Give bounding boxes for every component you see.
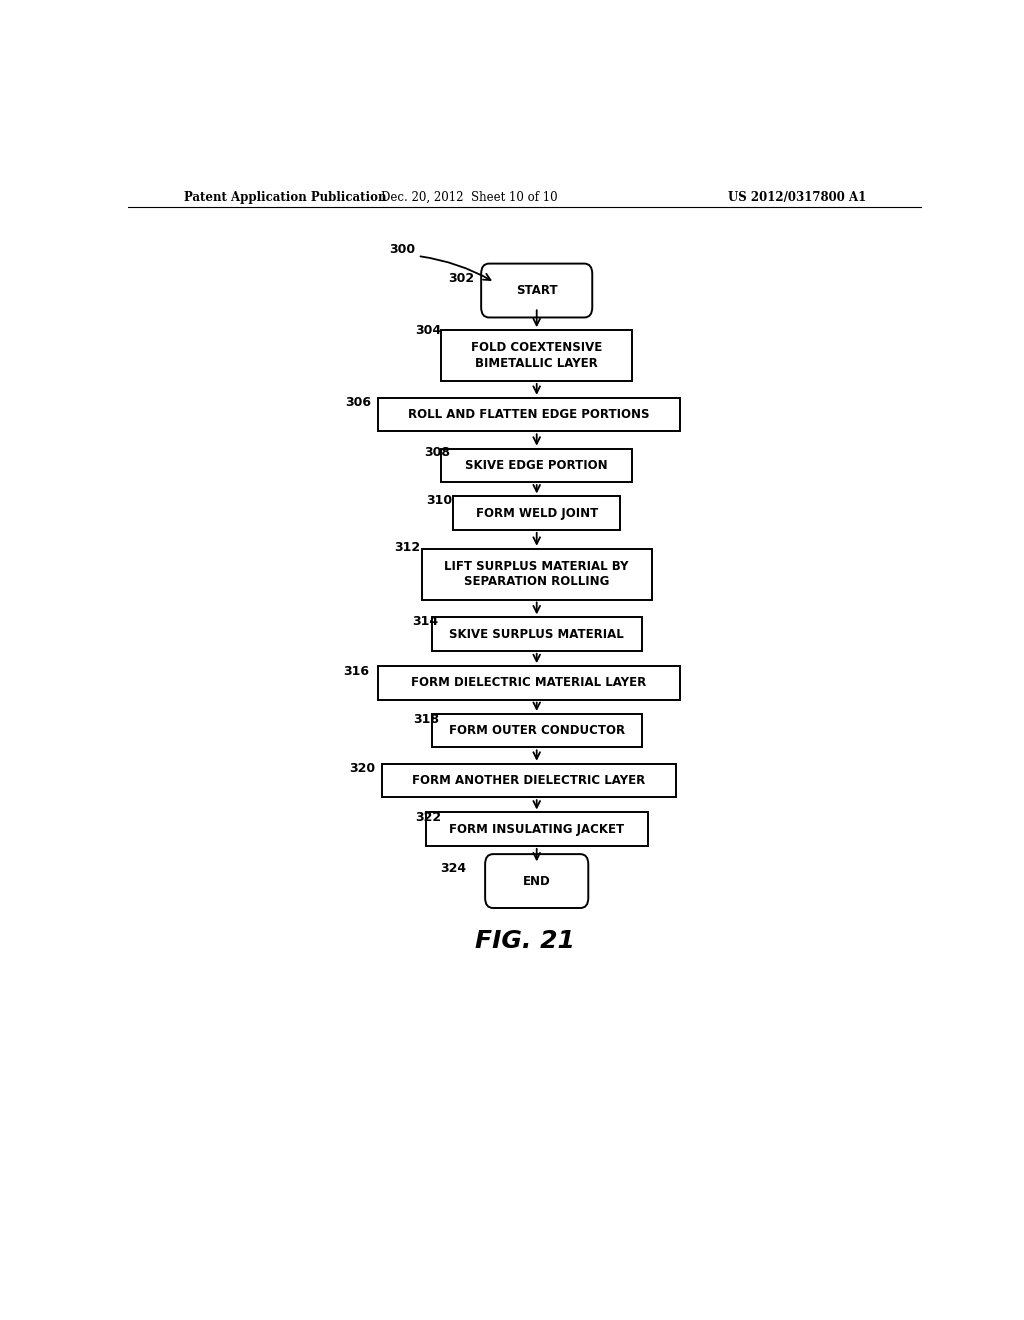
Text: FORM WELD JOINT: FORM WELD JOINT: [475, 507, 598, 520]
Text: 320: 320: [349, 762, 375, 775]
Text: 310: 310: [426, 495, 453, 507]
Text: FORM ANOTHER DIELECTRIC LAYER: FORM ANOTHER DIELECTRIC LAYER: [412, 774, 645, 787]
FancyBboxPatch shape: [378, 397, 680, 432]
Text: 304: 304: [415, 323, 441, 337]
FancyBboxPatch shape: [378, 667, 680, 700]
Text: Dec. 20, 2012  Sheet 10 of 10: Dec. 20, 2012 Sheet 10 of 10: [381, 190, 557, 203]
Text: US 2012/0317800 A1: US 2012/0317800 A1: [728, 190, 866, 203]
Text: 318: 318: [414, 713, 439, 726]
FancyBboxPatch shape: [441, 330, 632, 381]
FancyBboxPatch shape: [382, 764, 676, 797]
Text: SKIVE SURPLUS MATERIAL: SKIVE SURPLUS MATERIAL: [450, 627, 624, 640]
Text: 300: 300: [389, 243, 415, 256]
Text: START: START: [516, 284, 557, 297]
FancyBboxPatch shape: [431, 618, 642, 651]
Text: 306: 306: [345, 396, 371, 409]
Text: END: END: [523, 875, 551, 887]
Text: ROLL AND FLATTEN EDGE PORTIONS: ROLL AND FLATTEN EDGE PORTIONS: [408, 408, 649, 421]
Text: 314: 314: [413, 615, 438, 628]
FancyBboxPatch shape: [485, 854, 588, 908]
Text: FIG. 21: FIG. 21: [475, 929, 574, 953]
FancyBboxPatch shape: [441, 449, 632, 482]
Text: Patent Application Publication: Patent Application Publication: [183, 190, 386, 203]
Text: 312: 312: [394, 541, 421, 554]
FancyBboxPatch shape: [481, 264, 592, 318]
FancyBboxPatch shape: [426, 812, 648, 846]
Text: FORM INSULATING JACKET: FORM INSULATING JACKET: [450, 822, 625, 836]
Text: FORM OUTER CONDUCTOR: FORM OUTER CONDUCTOR: [449, 725, 625, 737]
FancyBboxPatch shape: [431, 714, 642, 747]
Text: FOLD COEXTENSIVE
BIMETALLIC LAYER: FOLD COEXTENSIVE BIMETALLIC LAYER: [471, 342, 602, 370]
Text: 302: 302: [449, 272, 474, 285]
Text: 308: 308: [425, 446, 451, 458]
Text: SKIVE EDGE PORTION: SKIVE EDGE PORTION: [465, 459, 608, 471]
Text: 316: 316: [344, 665, 370, 678]
Text: 324: 324: [440, 862, 467, 875]
Text: 322: 322: [415, 810, 441, 824]
FancyBboxPatch shape: [454, 496, 620, 529]
FancyBboxPatch shape: [422, 549, 651, 599]
Text: LIFT SURPLUS MATERIAL BY
SEPARATION ROLLING: LIFT SURPLUS MATERIAL BY SEPARATION ROLL…: [444, 560, 629, 589]
Text: FORM DIELECTRIC MATERIAL LAYER: FORM DIELECTRIC MATERIAL LAYER: [412, 676, 646, 689]
